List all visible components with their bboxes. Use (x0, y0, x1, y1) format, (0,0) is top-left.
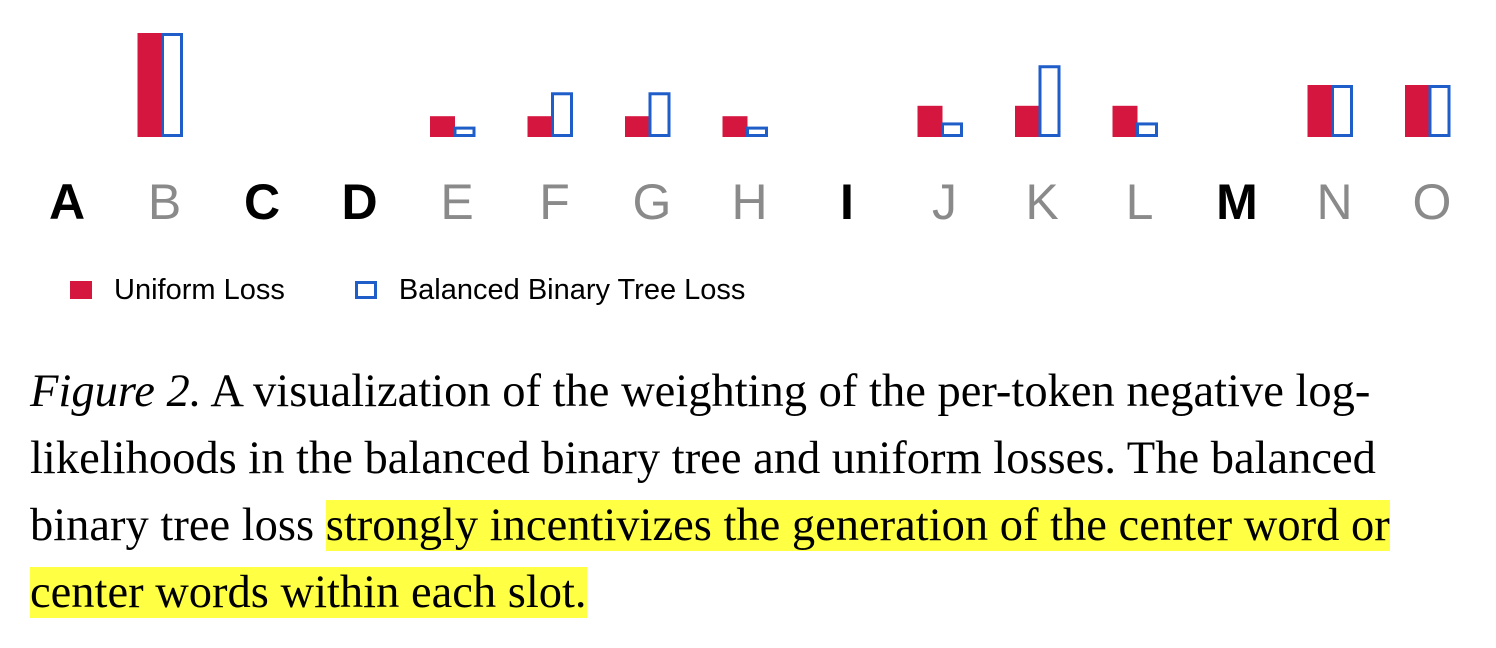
bar-chart: A B C D E F G H I J K L M N O (49, 33, 1452, 230)
bar-balanced-E (453, 126, 476, 138)
bar-uniform-G (625, 116, 650, 137)
legend-label-uniform: Uniform Loss (114, 273, 285, 306)
bar-balanced-O (1428, 85, 1451, 137)
tick-label-M: M (1216, 174, 1258, 230)
tick-label-E: E (440, 174, 473, 230)
bar-uniform-J (917, 105, 943, 137)
caption-figure-label: Figure 2. (30, 366, 202, 417)
figure-caption: Figure 2. A visualization of the weighti… (30, 358, 1480, 626)
bar-uniform-F (527, 116, 553, 137)
bar-balanced-F (551, 92, 573, 137)
tick-label-G: G (633, 174, 672, 230)
bar-uniform-N (1307, 85, 1333, 137)
tick-label-D: D (341, 174, 377, 230)
caption-text: A visualization of the weighting of the … (30, 366, 1376, 551)
tick-label-L: L (1126, 174, 1154, 230)
bar-balanced-G (648, 92, 671, 137)
bar-uniform-K (1015, 105, 1040, 137)
balanced-loss-swatch (354, 281, 377, 299)
legend-item-balanced: Balanced Binary Tree Loss (354, 273, 746, 307)
tick-label-H: H (731, 174, 767, 230)
bar-uniform-O (1405, 85, 1430, 137)
bar-uniform-B (137, 33, 163, 137)
tick-label-J: J (932, 174, 957, 230)
tick-label-O: O (1413, 174, 1452, 230)
bar-balanced-H (746, 126, 768, 138)
tick-label-A: A (49, 174, 85, 230)
bar-balanced-K (1038, 65, 1061, 137)
bar-uniform-E (430, 116, 455, 137)
tick-label-I: I (840, 174, 854, 230)
uniform-loss-swatch (70, 281, 92, 299)
tick-label-C: C (244, 174, 280, 230)
tick-label-N: N (1316, 174, 1352, 230)
tick-label-B: B (148, 174, 181, 230)
tick-label-F: F (539, 174, 570, 230)
legend: Uniform Loss Balanced Binary Tree Loss (70, 270, 815, 310)
tick-label-K: K (1025, 174, 1058, 230)
bar-balanced-J (941, 122, 963, 138)
legend-label-balanced: Balanced Binary Tree Loss (398, 273, 746, 306)
bar-balanced-B (161, 33, 183, 137)
bar-uniform-H (722, 116, 748, 137)
bar-balanced-L (1136, 122, 1158, 138)
bar-uniform-L (1112, 105, 1138, 137)
bar-balanced-N (1331, 85, 1353, 137)
legend-item-uniform: Uniform Loss (70, 274, 285, 307)
